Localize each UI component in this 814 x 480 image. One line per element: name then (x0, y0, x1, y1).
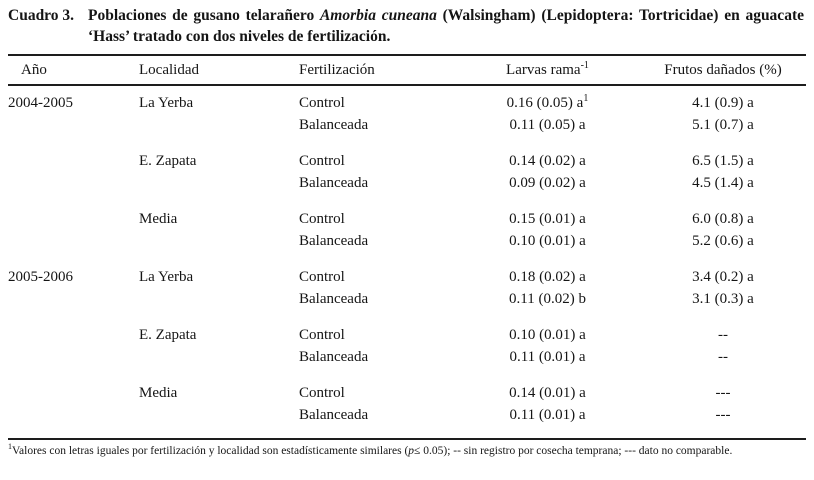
caption-text: Poblaciones de gusano telarañero Amorbia… (88, 5, 804, 47)
header-larvae: Larvas rama-1 (455, 55, 640, 85)
cell-year (8, 346, 135, 368)
cell-fertilization: Control (299, 95, 345, 111)
cell-larvae: 0.10 (0.01) a (509, 327, 586, 343)
cell-fertilization: Control (299, 269, 345, 285)
cell-locality: La Yerba (139, 269, 194, 285)
cell-fertilization: Balanceada (299, 175, 369, 191)
cell-year (8, 194, 135, 230)
header-locality: Localidad (139, 62, 199, 78)
cell-locality: La Yerba (139, 95, 194, 111)
cell-larvae: 0.16 (0.05) a1 (506, 93, 589, 112)
cell-fruit: --- (715, 385, 731, 401)
cell-fertilization: Balanceada (299, 407, 369, 423)
cell-fruit: -- (718, 349, 728, 365)
header-larvae-superscript: -1 (580, 60, 589, 71)
cell-locality (135, 404, 297, 426)
header-year: Año (21, 62, 47, 78)
footnote-p-symbol: p (408, 445, 415, 457)
cell-larvae: 0.10 (0.01) a (509, 233, 586, 249)
cell-fruit: 3.1 (0.3) a (692, 291, 754, 307)
cell-locality: E. Zapata (139, 153, 197, 169)
header-fruit: Frutos dañados (%) (664, 62, 782, 78)
table-row: Balanceada 0.11 (0.01) a --- (8, 404, 806, 426)
caption-text-before-species: Poblaciones de gusano telarañero (88, 7, 320, 24)
table-row: Balanceada 0.11 (0.02) b 3.1 (0.3) a (8, 288, 806, 310)
table-header: Año Localidad Fertilización Larvas rama-… (8, 55, 806, 85)
cell-fruit: 6.0 (0.8) a (692, 211, 754, 227)
table-row: Balanceada 0.09 (0.02) a 4.5 (1.4) a (8, 172, 806, 194)
cell-larvae: 0.14 (0.01) a (509, 385, 586, 401)
cell-fertilization: Control (299, 211, 345, 227)
cell-fruit: 5.1 (0.7) a (692, 117, 754, 133)
cell-year (8, 368, 135, 404)
cell-fruit: -- (718, 327, 728, 343)
table-row: 2004-2005 La Yerba Control 0.16 (0.05) a1 4.… (8, 85, 806, 114)
cell-locality (135, 172, 297, 194)
cell-larvae: 0.09 (0.02) a (509, 175, 586, 191)
cell-larvae: 0.11 (0.01) a (509, 407, 586, 423)
table-row: E. Zapata Control 0.14 (0.02) a 6.5 (1.5) a (8, 136, 806, 172)
cell-fruit: 5.2 (0.6) a (692, 233, 754, 249)
cell-locality (135, 346, 297, 368)
table-row: 2005-2006 La Yerba Control 0.18 (0.02) a 3.4… (8, 252, 806, 288)
cell-fertilization: Balanceada (299, 349, 369, 365)
cell-larvae-superscript: 1 (583, 93, 589, 104)
table-row: Balanceada 0.11 (0.05) a 5.1 (0.7) a (8, 114, 806, 136)
cell-fruit: 3.4 (0.2) a (692, 269, 754, 285)
header-row: Año Localidad Fertilización Larvas rama-… (8, 55, 806, 85)
table-body: 2004-2005 La Yerba Control 0.16 (0.05) a1 4.… (8, 85, 806, 426)
cell-fruit: --- (715, 407, 731, 423)
table-row: Balanceada 0.11 (0.01) a -- (8, 346, 806, 368)
cell-locality (135, 230, 297, 252)
cell-year: 2004-2005 (8, 95, 73, 111)
table-row: Balanceada 0.10 (0.01) a 5.2 (0.6) a (8, 230, 806, 252)
footnote-text-after-p: ≤ 0.05); -- sin registro por cosecha tem… (414, 445, 733, 457)
table-row: E. Zapata Control 0.10 (0.01) a -- (8, 310, 806, 346)
cell-year (8, 310, 135, 346)
cell-locality: E. Zapata (139, 327, 197, 343)
cell-year: 2005-2006 (8, 269, 73, 285)
cell-fertilization: Control (299, 327, 345, 343)
cell-fertilization: Balanceada (299, 117, 369, 133)
cell-locality (135, 114, 297, 136)
cell-larvae: 0.11 (0.01) a (509, 349, 586, 365)
cell-year (8, 172, 135, 194)
caption-label: Cuadro 3. (8, 7, 75, 24)
table-row: Media Control 0.14 (0.01) a --- (8, 368, 806, 404)
cell-larvae: 0.11 (0.05) a (509, 117, 586, 133)
cell-larvae: 0.15 (0.01) a (509, 211, 586, 227)
cell-fertilization: Balanceada (299, 233, 369, 249)
data-table: Año Localidad Fertilización Larvas rama-… (8, 54, 806, 426)
cell-year (8, 114, 135, 136)
cell-larvae: 0.14 (0.02) a (509, 153, 586, 169)
cell-fruit: 4.5 (1.4) a (692, 175, 754, 191)
cell-fruit: 4.1 (0.9) a (692, 95, 754, 111)
table-caption: Cuadro 3. Poblaciones de gusano telarañe… (8, 5, 806, 47)
caption-text-after-species: (Walsingham) (Lepidoptera: Tortricidae) … (88, 7, 804, 45)
cell-larvae: 0.11 (0.02) b (509, 291, 586, 307)
cell-locality: Media (139, 385, 178, 401)
cell-fruit: 6.5 (1.5) a (692, 153, 754, 169)
cell-locality (135, 288, 297, 310)
footnote-superscript: 1 (8, 442, 12, 452)
cell-fertilization: Balanceada (299, 291, 369, 307)
table-row: Media Control 0.15 (0.01) a 6.0 (0.8) a (8, 194, 806, 230)
cell-year (8, 136, 135, 172)
species-name: Amorbia cuneana (319, 7, 437, 24)
header-fertilization: Fertilización (299, 62, 375, 78)
cell-fertilization: Control (299, 153, 345, 169)
footnote-text-before-p: Valores con letras iguales por fertiliza… (12, 445, 409, 457)
cell-year (8, 404, 135, 426)
cell-year (8, 288, 135, 310)
bottom-rule (8, 438, 806, 440)
cell-locality: Media (139, 211, 178, 227)
cell-larvae: 0.18 (0.02) a (509, 269, 586, 285)
cell-fertilization: Control (299, 385, 345, 401)
footnote: 1Valores con letras iguales por fertiliz… (8, 440, 806, 458)
header-larvae-label: Larvas rama (506, 62, 581, 78)
cell-year (8, 230, 135, 252)
